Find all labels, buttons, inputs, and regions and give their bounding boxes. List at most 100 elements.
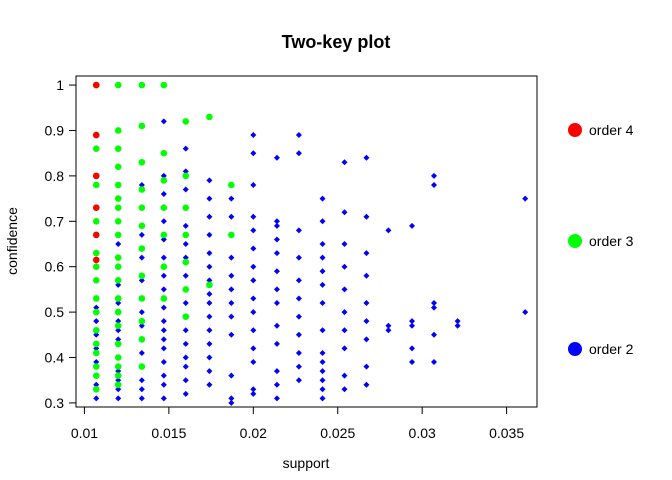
data-point-order-2 [319,281,326,288]
data-point-order-2 [341,159,348,166]
data-point-order-2 [182,254,189,261]
data-point-order-2 [295,349,302,356]
data-point-order-4 [92,131,100,139]
data-point-order-2 [409,359,416,366]
data-point-order-2 [363,213,370,220]
data-point-order-2 [138,377,145,384]
data-point-order-2 [430,172,437,179]
data-point-order-3 [92,263,100,270]
legend: order 4 order 3 order 2 [568,122,634,357]
data-point-order-2 [363,363,370,370]
data-point-order-2 [319,218,326,225]
data-point-order-2 [206,327,213,334]
data-point-order-3 [114,204,122,211]
data-point-order-2 [250,345,257,352]
data-point-order-3 [92,363,100,370]
data-point-order-2 [206,381,213,388]
data-point-order-3 [92,385,100,393]
data-point-order-2 [160,218,167,225]
data-point-order-2 [273,395,280,402]
data-point-order-4 [92,172,100,180]
data-point-order-3 [206,281,213,289]
data-point-order-2 [206,300,213,307]
data-point-order-2 [295,254,302,261]
data-point-order-2 [430,331,437,338]
data-point-order-3 [182,231,190,239]
data-point-order-2 [522,195,529,202]
data-point-order-2 [341,309,348,316]
data-point-order-3 [114,308,122,316]
data-point-order-3 [114,254,122,261]
data-point-order-2 [250,213,257,220]
data-point-order-2 [273,222,280,229]
y-tick-label: 0.3 [45,395,65,411]
data-point-order-2 [182,354,189,361]
data-point-order-2 [93,331,100,338]
data-point-order-2 [206,231,213,238]
y-tick-label: 0.7 [45,213,65,229]
data-point-order-2 [273,268,280,275]
data-point-order-2 [341,327,348,334]
data-point-order-2 [93,304,100,311]
data-point-order-2 [115,318,122,325]
data-point-order-3 [114,181,122,189]
data-point-order-2 [250,150,257,157]
data-point-order-3 [182,286,190,293]
x-tick-label: 0.03 [409,425,436,441]
data-point-order-2 [295,331,302,338]
data-point-order-2 [182,145,189,152]
data-point-order-2 [138,181,145,188]
x-tick-label: 0.015 [151,425,186,441]
data-point-order-2 [228,372,235,379]
data-point-order-3 [114,127,122,134]
data-point-order-4 [92,204,100,211]
data-point-order-3 [138,186,146,193]
legend-marker-order-3 [568,234,582,248]
data-point-order-2 [115,377,122,384]
data-point-order-2 [93,318,100,325]
data-point-order-3 [92,277,100,284]
data-point-order-2 [273,218,280,225]
data-point-order-3 [114,195,122,202]
data-point-order-3 [114,277,122,284]
data-point-order-3 [228,181,235,189]
data-point-order-2 [341,263,348,270]
data-point-order-2 [250,309,257,316]
data-point-order-3 [160,177,168,184]
data-point-order-3 [206,113,213,121]
data-point-order-2 [160,304,167,311]
data-point-order-2 [319,386,326,393]
data-point-order-2 [206,177,213,184]
data-point-order-2 [160,172,167,179]
data-point-order-2 [363,381,370,388]
data-point-order-2 [363,318,370,325]
data-point-order-3 [92,326,100,334]
data-point-order-2 [228,213,235,220]
data-point-order-2 [182,222,189,229]
data-point-order-2 [319,368,326,375]
data-point-order-2 [319,377,326,384]
data-point-order-2 [250,327,257,334]
data-point-order-2 [206,368,213,375]
data-points [92,81,529,406]
data-point-order-2 [138,309,145,316]
data-point-order-2 [206,340,213,347]
legend-marker-order-2 [568,342,582,356]
y-tick-label: 0.4 [45,350,65,366]
data-point-order-2 [341,372,348,379]
data-point-order-3 [92,308,100,316]
data-point-order-3 [182,204,190,211]
plot-frame [75,75,538,408]
data-point-order-3 [138,204,146,211]
data-point-order-2 [182,327,189,334]
data-point-order-2 [250,277,257,284]
data-point-order-2 [341,386,348,393]
data-point-order-2 [385,327,392,334]
data-point-order-2 [363,250,370,257]
data-point-order-2 [182,340,189,347]
data-point-order-3 [114,381,122,389]
legend-marker-order-4 [568,123,582,137]
data-point-order-2 [228,286,235,293]
data-point-order-2 [228,395,235,402]
